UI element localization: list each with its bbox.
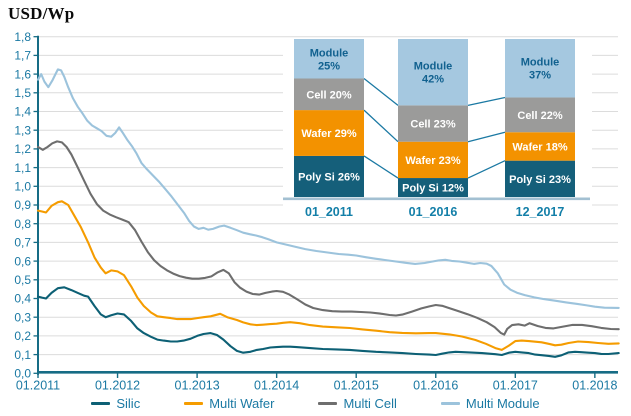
series-line-silic (36, 286, 620, 358)
inset-segment-label: Module (414, 61, 453, 73)
line-chart-canvas: 0,0 0,1 0,2 0,3 0,4 0,5 0,6 0,7 0,8 0,9 1,0 1,1 1,2 1… (14, 30, 620, 393)
series-line-multi-module (36, 68, 620, 309)
y-tick-label: 0,1 (14, 348, 31, 362)
x-tick-label: 01.2018 (572, 379, 617, 393)
inset-segment-label: Wafer 23% (405, 155, 460, 167)
legend-item-silic: Silic (91, 396, 140, 411)
inset-category-label: 12_2017 (516, 205, 565, 219)
inset-segment-label: Cell 23% (410, 119, 455, 131)
inset-segment-label: Wafer 18% (512, 141, 567, 153)
y-tick-label: 0,4 (14, 292, 31, 306)
inset-segment-module (398, 39, 468, 106)
y-tick-label: 1,1 (14, 161, 31, 175)
x-tick-label: 01.2017 (493, 379, 538, 393)
inset-segment-label: 25% (318, 60, 340, 72)
inset-segment-module (505, 39, 575, 98)
y-tick-label: 0,5 (14, 273, 31, 287)
inset-segment-label: Poly Si 12% (402, 183, 464, 195)
inset-segment-wafer (294, 110, 364, 156)
y-tick-label: 1,5 (14, 86, 31, 100)
legend-swatch-silic (91, 401, 111, 405)
inset-segment-poly-si (505, 160, 575, 197)
x-tick-label: 01.2016 (413, 379, 458, 393)
inset-segment-label: Module (521, 57, 560, 69)
chart-legend: Silic Multi Wafer Multi Cell Multi Modul… (0, 391, 631, 415)
inset-connector-line (363, 155, 399, 179)
y-tick-label: 1,2 (14, 142, 31, 156)
inset-connector-line (363, 77, 399, 106)
inset-category-label: 01_2016 (409, 205, 458, 219)
inset-segment-wafer (505, 132, 575, 161)
inset-segment-label: Wafer 29% (301, 128, 356, 140)
x-tick-label: 01.2012 (95, 379, 140, 393)
y-tick-label: 0,9 (14, 198, 31, 212)
inset-bar-chart: Poly Si 26%Wafer 29%Cell 20%Module25%01_… (283, 38, 592, 222)
legend-label-silic: Silic (116, 395, 141, 411)
inset-segment-cell (294, 78, 364, 111)
y-axis: 0,0 0,1 0,2 0,3 0,4 0,5 0,6 0,7 0,8 0,9 1,0 1,1 1,2 1… (14, 30, 39, 381)
inset-segment-label: Cell 22% (517, 110, 562, 122)
legend-swatch-multi-cell (318, 401, 338, 405)
y-tick-label: 0,0 (14, 367, 31, 381)
legend-item-multi-module: Multi Module (440, 395, 540, 411)
legend-item-multi-wafer: Multi Wafer (184, 396, 274, 411)
inset-segment-label: Poly Si 23% (509, 174, 571, 186)
inset-segment-cell (398, 105, 468, 142)
y-tick-label: 0,3 (14, 310, 31, 324)
inset-segment-cell (505, 97, 575, 133)
inset-connector-line (467, 160, 506, 179)
inset-segment-label: Module (310, 47, 349, 59)
y-tick-label: 1,7 (14, 49, 31, 63)
y-tick-label: 0,8 (14, 217, 31, 231)
y-tick-label: 0,2 (14, 329, 31, 343)
x-tick-label: 01.2015 (334, 379, 379, 393)
legend-label-multi-cell: Multi Cell (343, 395, 397, 411)
y-tick-label: 1,3 (14, 123, 31, 137)
legend-swatch-multi-module (440, 401, 460, 405)
series-line-multi-cell (36, 140, 620, 336)
y-tick-label: 1,4 (14, 105, 31, 119)
legend-label-multi-wafer: Multi Wafer (209, 395, 275, 411)
y-tick-label: 1,0 (14, 180, 31, 194)
inset-category-label: 01_2011 (305, 205, 353, 219)
y-tick-label: 1,6 (14, 67, 31, 81)
inset-segment-label: 37% (529, 70, 551, 82)
chart-title: USD/Wp (8, 4, 75, 23)
inset-segment-label: Poly Si 26% (298, 171, 360, 183)
inset-segment-module (294, 39, 364, 79)
inset-segment-label: Cell 20% (306, 89, 351, 101)
inset-connector-line (363, 109, 399, 143)
x-tick-label: 01.2011 (16, 379, 60, 393)
legend-item-multi-cell: Multi Cell (318, 395, 397, 411)
series-lines (36, 68, 620, 358)
x-tick-label: 01.2013 (175, 379, 220, 393)
y-tick-label: 0,7 (14, 236, 31, 250)
y-tick-label: 0,6 (14, 254, 31, 268)
y-tick-label: 1,8 (14, 30, 31, 44)
inset-segment-poly-si (294, 155, 364, 197)
inset-connector-line (467, 96, 506, 106)
inset-segment-wafer (398, 141, 468, 179)
series-line-multi-wafer (36, 200, 620, 351)
inset-segment-label: 42% (422, 74, 444, 86)
legend-label-multi-module: Multi Module (465, 395, 540, 411)
legend-swatch-multi-wafer (184, 401, 204, 405)
x-tick-label: 01.2014 (254, 379, 299, 393)
inset-segment-poly-si (398, 178, 468, 197)
inset-connector-line (467, 131, 506, 143)
x-axis: 01.2011 01.2012 01.2013 01.2014 01.2015 01.20… (16, 370, 618, 393)
